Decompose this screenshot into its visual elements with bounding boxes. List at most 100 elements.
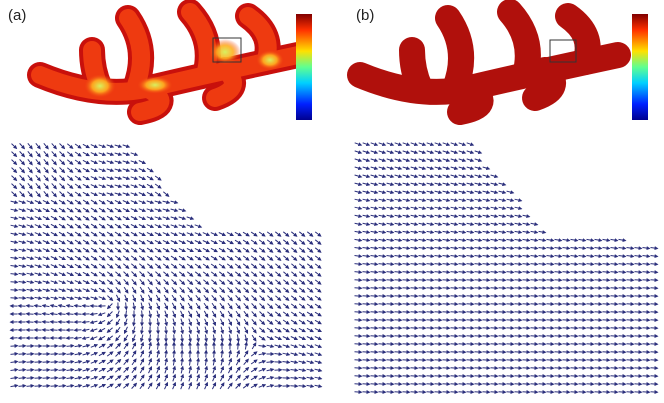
vector-arrow [451,280,458,281]
vector-arrow [363,264,370,265]
vector-arrow [619,264,626,265]
vector-arrow [107,328,112,333]
vector-arrow [403,248,410,249]
vector-arrow [523,248,530,249]
vector-arrow [403,143,410,145]
vector-arrow [411,231,418,232]
vector-arrow [291,345,298,347]
vector-arrow [35,209,41,212]
vector-arrow [355,288,362,289]
vector-arrow [419,256,426,257]
vector-arrow [140,375,144,381]
vector-arrow [181,367,183,374]
vector-arrow [123,224,129,227]
vector-arrow [147,209,154,211]
vector-arrow [171,241,177,244]
vector-arrow [539,272,546,273]
vector-arrow [427,191,434,193]
vector-arrow [387,231,394,232]
vector-arrow [475,256,482,257]
vector-arrow [267,256,272,260]
vector-arrow [115,360,120,365]
vector-arrow [643,256,650,257]
vector-arrow [643,272,650,273]
vector-arrow [315,304,321,308]
vector-arrow [107,288,112,293]
vector-arrow [451,199,458,201]
vector-arrow [44,183,48,188]
vector-arrow [371,199,378,201]
vector-arrow [19,257,26,259]
vector-arrow [148,279,153,284]
vector-arrow [244,303,249,308]
vector-arrow [307,280,312,284]
vector-arrow [475,151,482,153]
vector-arrow [259,256,264,260]
vector-arrow [91,153,97,156]
vector-arrow [395,175,402,177]
vector-arrow [139,225,145,228]
vector-arrow [59,297,66,299]
vector-arrow [507,272,514,273]
vector-arrow [11,378,18,379]
vector-arrow [67,273,73,276]
vector-arrow [227,232,233,235]
vector-arrow [211,233,217,236]
vector-arrow [459,256,466,257]
vector-arrow [555,256,562,257]
vector-arrow [531,288,538,289]
vector-arrow [28,151,32,156]
vector-arrow [475,264,482,265]
vector-arrow [11,233,18,234]
vector-arrow [531,256,538,257]
vector-arrow [387,272,394,273]
vector-arrow [43,378,50,379]
vector-arrow [275,264,280,269]
vector-arrow [411,199,418,201]
vector-arrow [83,322,90,323]
vector-arrow [419,175,426,177]
vector-arrow [563,272,570,273]
vector-arrow [563,239,570,240]
vector-arrow [259,361,266,363]
vector-arrow [19,265,26,266]
vector-arrow [307,328,313,331]
vector-arrow [75,306,82,307]
vector-arrow [83,216,89,220]
vector-arrow [619,248,626,249]
vector-arrow [11,354,18,355]
vector-arrow [83,377,90,379]
vector-arrow [371,175,378,177]
vector-arrow [205,319,208,325]
vector-arrow [75,272,81,275]
vector-arrow [491,248,498,249]
vector-arrow [244,327,247,333]
vector-arrow [163,209,170,211]
vector-arrow [148,287,152,293]
vector-arrow [187,256,193,260]
vector-arrow [221,319,224,325]
vector-arrow [59,200,65,204]
vector-arrow [116,295,119,301]
vector-arrow [507,199,514,201]
vector-arrow [99,297,106,300]
vector-arrow [91,216,97,220]
vector-arrow [11,346,18,347]
vector-arrow [459,215,466,216]
vector-arrow [28,183,32,188]
vector-arrow [60,184,65,189]
vector-arrow [267,248,272,252]
vector-arrow [131,185,138,187]
vector-arrow [43,314,50,315]
vector-arrow [67,224,73,228]
vector-arrow [124,351,128,357]
vector-arrow [651,264,658,265]
vector-arrow [515,288,522,289]
vector-arrow [19,273,26,274]
vector-arrow [35,233,41,236]
vector-arrow [315,361,322,363]
vector-arrow [123,240,129,244]
vector-arrow [491,199,498,201]
vector-arrow [635,256,642,257]
vector-arrow [150,335,151,342]
